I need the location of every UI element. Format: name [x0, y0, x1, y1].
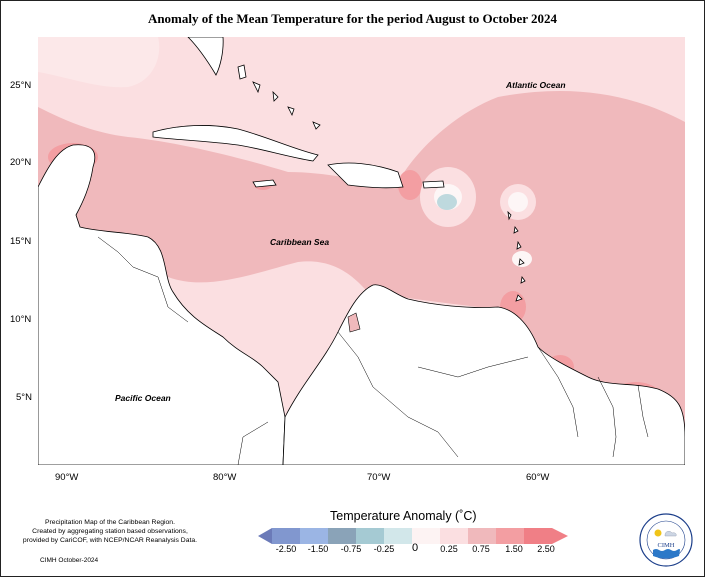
legend-tick-2: -1.50: [307, 544, 329, 554]
lake-maracaibo: [347, 312, 361, 333]
lon-label-70w: 70°W: [367, 472, 391, 483]
colorbar-seg-8: [468, 528, 496, 544]
colorbar-seg-3: [328, 528, 356, 544]
lon-label-60w: 60°W: [526, 472, 550, 483]
cimh-logo: CIMH: [639, 513, 693, 567]
colorbar-seg-6: [412, 528, 440, 544]
colorbar-arrow-high: [552, 528, 568, 544]
lon-label-80w: 80°W: [213, 472, 237, 483]
legend-tick-6: 0.25: [440, 544, 458, 554]
label-caribbean-sea: Caribbean Sea: [270, 237, 330, 247]
legend-tick-9: 2.50: [537, 544, 555, 554]
map-title: Anomaly of the Mean Temperature for the …: [147, 11, 558, 26]
legend-tick-7: 0.75: [472, 544, 490, 554]
colorbar-seg-1: [272, 528, 300, 544]
field-0.25-martinique: [512, 251, 532, 267]
colorbar-seg-10: [524, 528, 552, 544]
cloud-icon: [664, 531, 677, 537]
lat-label-20n: 20°N: [10, 157, 32, 168]
land-puertorico: [422, 180, 445, 189]
field-0.25-north: [38, 37, 685, 184]
land: [38, 37, 685, 465]
colorbar-seg-4: [356, 528, 384, 544]
colorbar-arrow-low: [258, 528, 272, 544]
field-1.50-hispaniola: [398, 170, 422, 200]
wave-icon: [653, 549, 680, 559]
anomaly-map: [38, 37, 685, 465]
colorbar-seg-9: [496, 528, 524, 544]
land-lesser-antilles: [507, 210, 526, 302]
legend-tick-1: -2.50: [275, 544, 297, 554]
legend-title: Temperature Anomaly (˚C): [330, 509, 477, 523]
country-borders: [97, 236, 649, 465]
land-cuba: [152, 125, 319, 162]
field-0.25-gulf: [38, 37, 160, 88]
land-south-america: [282, 284, 685, 465]
lat-label-5n: 5°N: [16, 392, 32, 403]
map-panel: [38, 37, 685, 465]
land-jamaica: [252, 179, 277, 188]
colorbar-seg-5: [384, 528, 412, 544]
colorbar-seg-2: [300, 528, 328, 544]
legend-tick-5: 0: [411, 542, 419, 554]
sun-icon: [654, 529, 662, 537]
land-florida: [187, 37, 224, 76]
label-atlantic-ocean: Atlantic Ocean: [506, 80, 566, 90]
lat-label-10n: 10°N: [10, 314, 32, 325]
legend-tick-4: -0.25: [373, 544, 395, 554]
legend-tick-8: 1.50: [505, 544, 523, 554]
label-pacific-ocean: Pacific Ocean: [115, 393, 171, 403]
lat-label-25n: 25°N: [10, 80, 32, 91]
legend-colorbar: [258, 528, 568, 544]
land-bahamas: [237, 64, 321, 130]
credit-line-2: Created by aggregating station based obs…: [32, 528, 188, 535]
credit-line-1: Precipitation Map of the Caribbean Regio…: [45, 519, 175, 526]
field-neg0.25-puertorico: [437, 194, 457, 210]
credit-line-3: provided by CariCOF, with NCEP/NCAR Rean…: [22, 537, 198, 544]
colorbar-seg-7: [440, 528, 468, 544]
lon-label-90w: 90°W: [55, 472, 79, 483]
lat-label-15n: 15°N: [10, 236, 32, 247]
land-hispaniola: [327, 162, 404, 189]
land-central-america: [38, 144, 286, 465]
legend-tick-3: -0.75: [340, 544, 362, 554]
footer-date: CIMH October-2024: [40, 557, 99, 564]
credit-text: Precipitation Map of the Caribbean Regio…: [14, 518, 206, 545]
logo-acronym: CIMH: [658, 542, 675, 549]
field-0-leeward: [508, 192, 528, 212]
